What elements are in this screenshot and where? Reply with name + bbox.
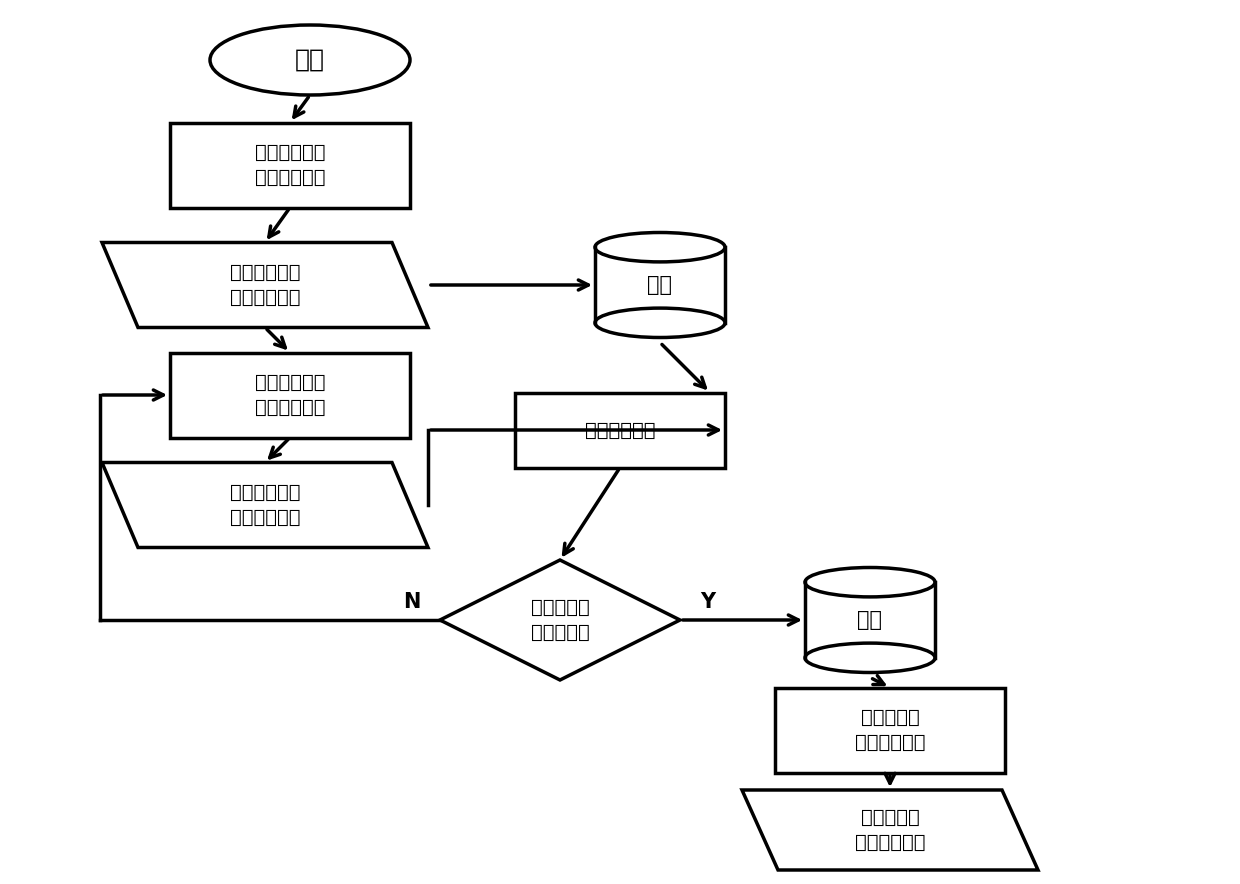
Text: 信息提示音
传回反送单元: 信息提示音 传回反送单元 bbox=[854, 808, 925, 852]
Polygon shape bbox=[742, 790, 1038, 870]
Ellipse shape bbox=[210, 25, 410, 95]
Text: 是否与基线
方向不同？: 是否与基线 方向不同？ bbox=[531, 598, 589, 642]
Bar bbox=[170, 123, 410, 208]
Ellipse shape bbox=[805, 643, 935, 673]
Text: 与基线值比对: 与基线值比对 bbox=[585, 421, 655, 439]
Bar bbox=[805, 583, 935, 658]
Text: 开始: 开始 bbox=[295, 48, 325, 72]
Ellipse shape bbox=[595, 309, 725, 338]
Text: 从数据库中
选择语音提示: 从数据库中 选择语音提示 bbox=[854, 708, 925, 752]
Text: 测试人员提出
基线测试问题: 测试人员提出 基线测试问题 bbox=[254, 143, 325, 187]
Ellipse shape bbox=[805, 568, 935, 597]
Text: N: N bbox=[403, 592, 420, 612]
Text: 存储: 存储 bbox=[858, 610, 883, 630]
Bar bbox=[515, 392, 725, 468]
Polygon shape bbox=[102, 462, 428, 547]
Text: 终端设备捕捉
转动方向变化: 终端设备捕捉 转动方向变化 bbox=[229, 483, 300, 527]
Bar bbox=[170, 353, 410, 438]
Polygon shape bbox=[440, 560, 680, 680]
Text: 测试人员提出
实际测试问题: 测试人员提出 实际测试问题 bbox=[254, 373, 325, 417]
Bar bbox=[775, 688, 1004, 773]
Text: Y: Y bbox=[701, 592, 715, 612]
Bar bbox=[595, 248, 725, 323]
Text: 终端设备捕捉
转动方向基线: 终端设备捕捉 转动方向基线 bbox=[229, 263, 300, 307]
Ellipse shape bbox=[595, 232, 725, 262]
Text: 存储: 存储 bbox=[647, 275, 672, 295]
Polygon shape bbox=[102, 242, 428, 327]
